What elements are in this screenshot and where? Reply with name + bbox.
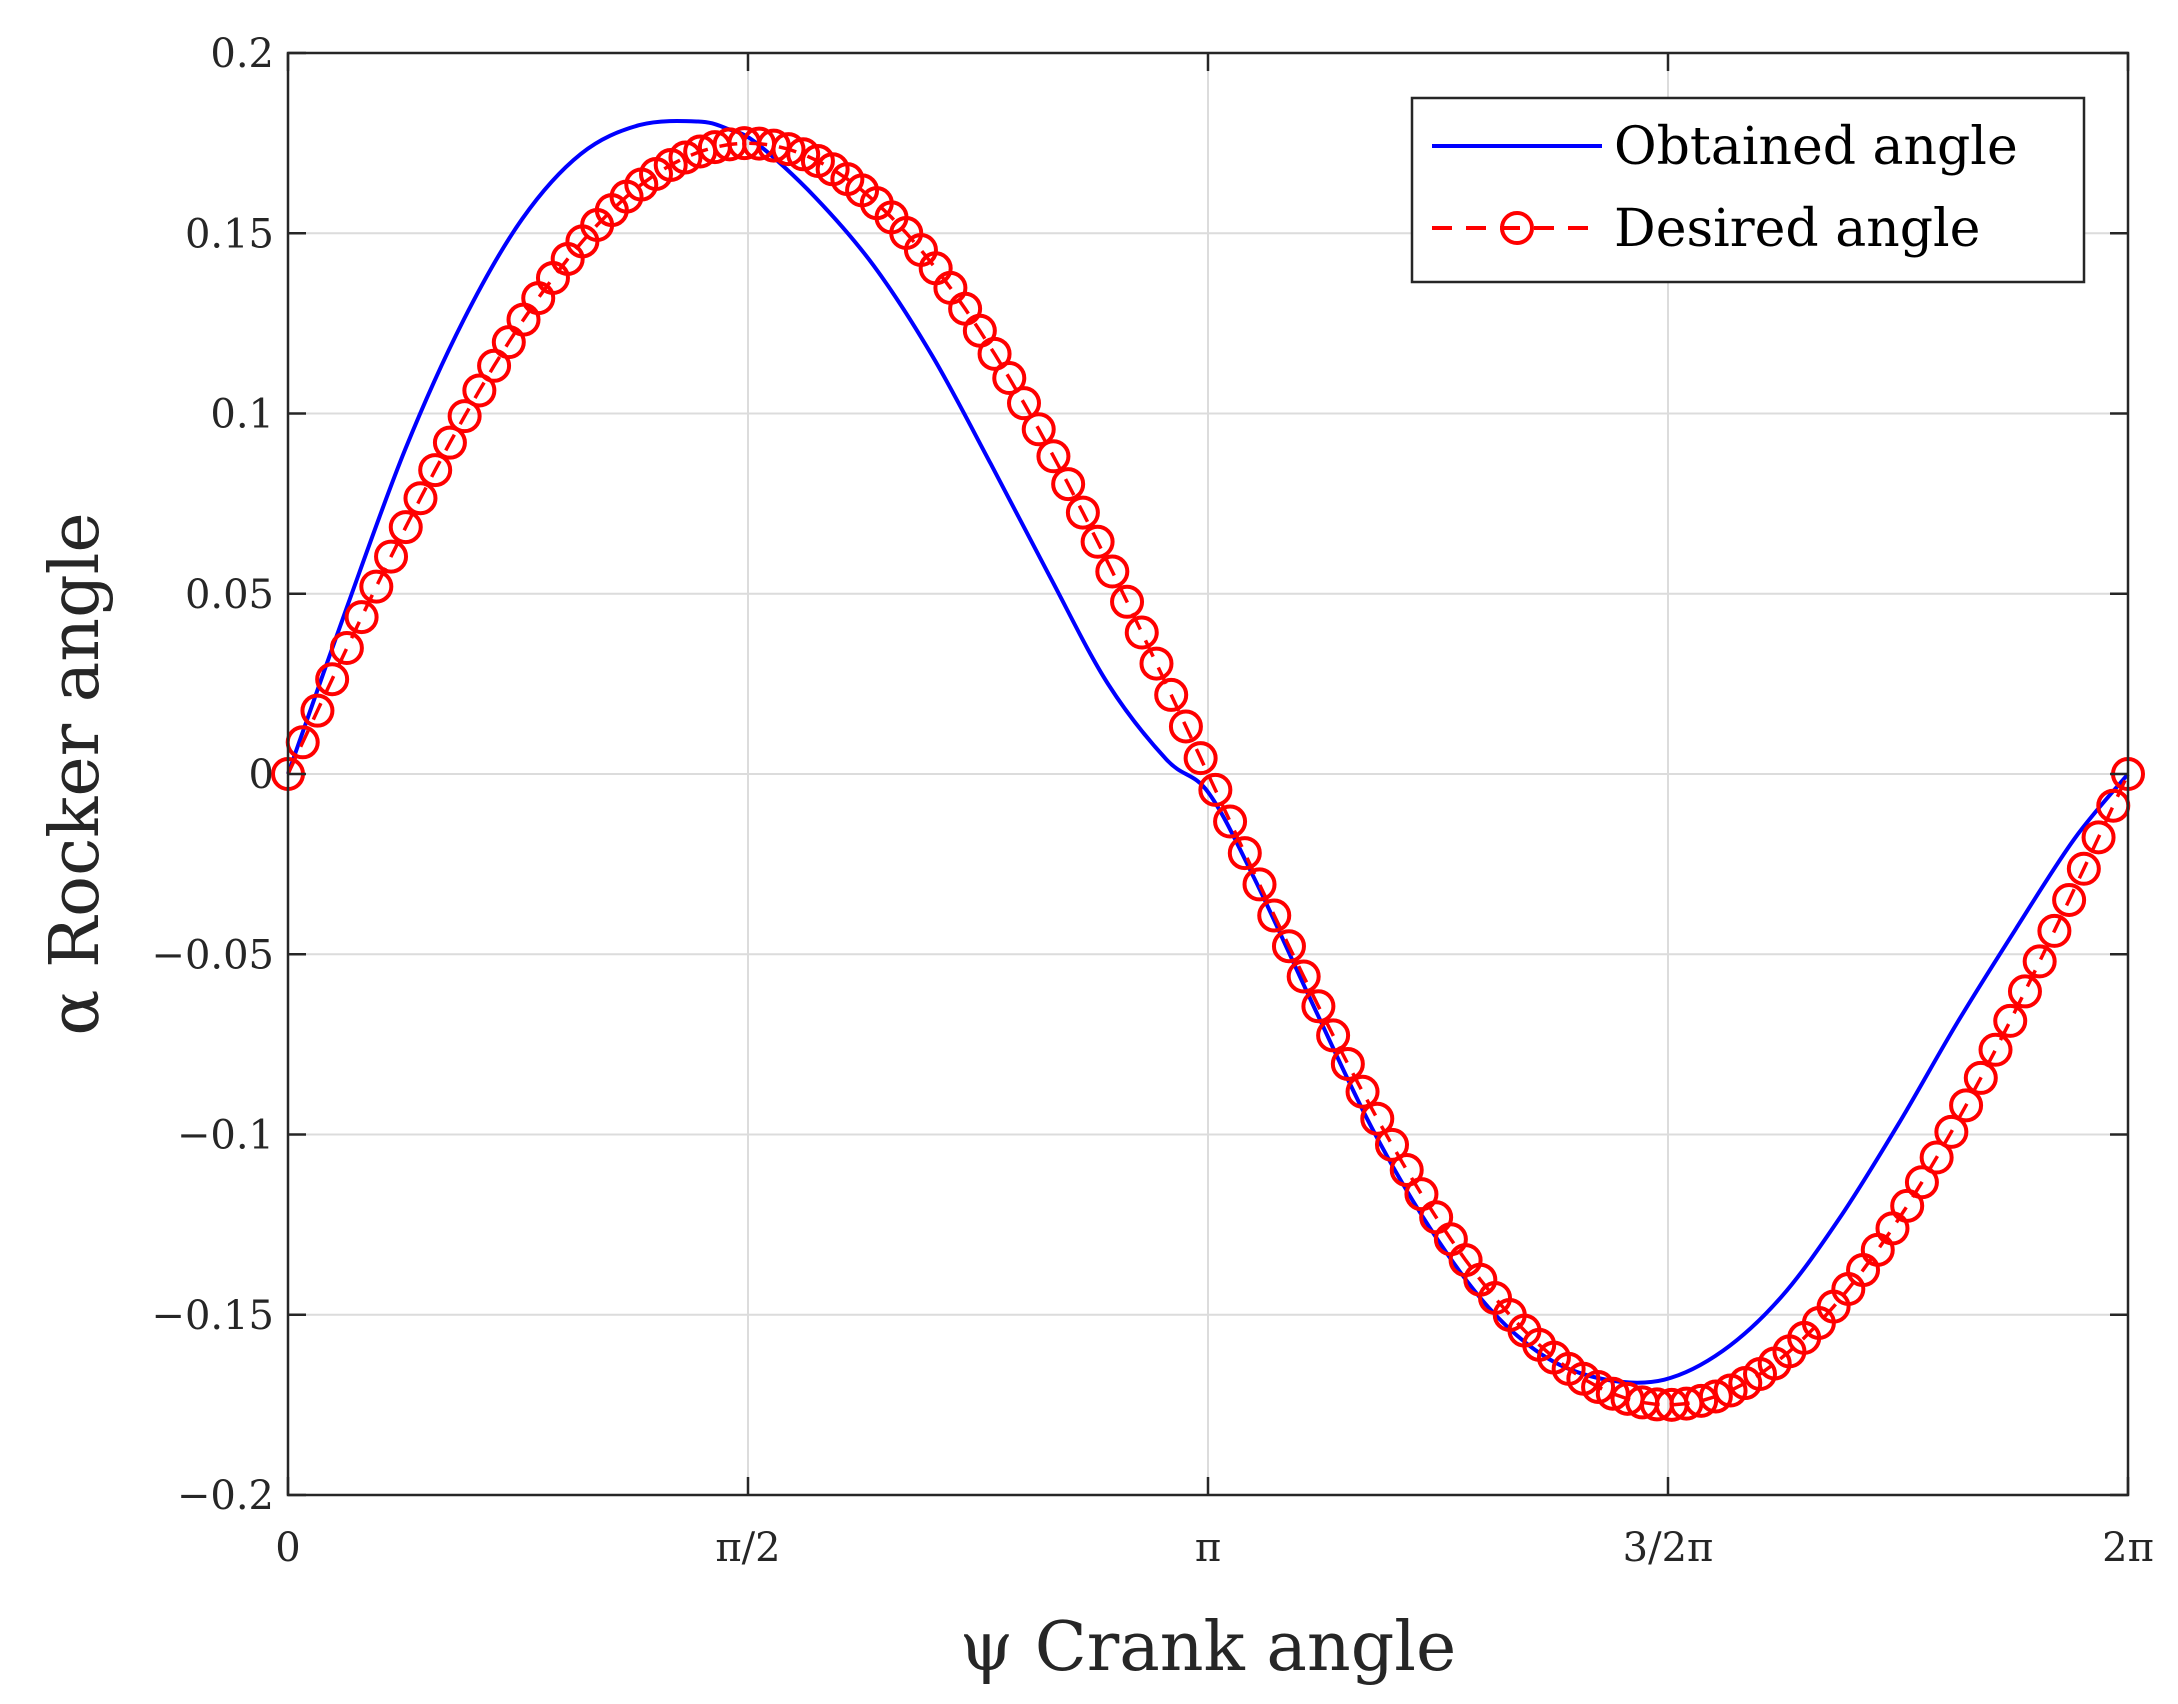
desired-angle-marker [1257, 898, 1292, 933]
desired-angle-marker [1198, 772, 1233, 807]
y-tick-label: 0.1 [210, 392, 274, 438]
desired-angle-marker [1007, 386, 1041, 421]
desired-angle-marker [462, 373, 497, 408]
desired-angle-marker [1890, 1188, 1925, 1223]
y-tick-label: −0.2 [177, 1473, 274, 1519]
x-tick-label: 0 [275, 1525, 300, 1571]
desired-angle-marker [418, 453, 453, 488]
desired-angle-marker [1301, 989, 1336, 1024]
desired-angle-marker [432, 425, 467, 460]
desired-angle-marker [1286, 959, 1321, 994]
legend-desired-label: Desired angle [1614, 199, 1980, 259]
desired-angle-marker [2007, 974, 2042, 1009]
desired-angle-marker [1698, 1379, 1733, 1414]
desired-angle-marker [1360, 1101, 1395, 1136]
desired-angle-marker [374, 539, 409, 574]
desired-angle-marker [403, 481, 438, 516]
desired-angle-marker [1949, 1088, 1984, 1123]
y-axis-label: α Rocker angle [36, 512, 115, 1035]
desired-angle-marker [1139, 646, 1174, 681]
desired-angle-marker [315, 662, 350, 697]
desired-angle-marker [1095, 554, 1130, 589]
legend: Obtained angle Desired angle [1410, 96, 2086, 284]
x-tick-label: π [1195, 1525, 1221, 1571]
y-tick-label: −0.15 [151, 1293, 274, 1339]
desired-angle-marker [1213, 804, 1248, 839]
desired-angle-marker [1345, 1074, 1380, 1109]
desired-angle-marker [1993, 1003, 2028, 1038]
x-tick-label: π/2 [715, 1525, 780, 1571]
desired-angle-marker [1154, 677, 1189, 712]
desired-angle-marker [1168, 709, 1203, 744]
desired-angle-marker [1934, 1114, 1969, 1149]
desired-angle-marker [1080, 524, 1115, 559]
desired-angle-marker [1330, 1046, 1365, 1081]
desired-angle-marker [2081, 820, 2116, 855]
desired-angle-marker [2037, 913, 2072, 948]
desired-angle-marker [2066, 851, 2101, 886]
y-tick-label: 0.05 [185, 572, 274, 618]
obtained-angle-line [286, 118, 2130, 1385]
desired-angle-marker [477, 348, 512, 383]
desired-angle-marker [329, 631, 364, 666]
tick-labels: 0 π/2 π 3/2π 2π 0.2 0.15 0.1 0.05 0 −0.05 −0.1 −0.15… [151, 31, 2153, 1571]
legend-box [1410, 96, 2086, 284]
desired-angle-marker [1919, 1140, 1954, 1175]
desired-angle-marker [668, 140, 703, 175]
desired-angle-marker [1242, 867, 1277, 902]
desired-angle-marker [1065, 495, 1100, 530]
desired-angle-marker [1021, 412, 1056, 447]
desired-angle-marker [1316, 1018, 1351, 1053]
desired-angle-marker [1904, 1165, 1939, 1200]
y-tick-label: 0.15 [185, 211, 274, 257]
desired-angle-marker [1375, 1127, 1409, 1162]
series-layer [271, 118, 2145, 1422]
desired-angle-marker [1036, 439, 1071, 474]
y-tick-label: −0.05 [151, 932, 274, 978]
legend-desired-marker [1500, 211, 1534, 245]
desired-angle-marker [359, 569, 394, 604]
desired-angle-marker [1110, 584, 1145, 619]
desired-angle-marker [300, 693, 335, 728]
desired-angle-marker [1978, 1032, 2013, 1067]
y-tick-label: 0 [249, 752, 274, 798]
desired-angle-marker [2022, 944, 2057, 979]
desired-angle-marker [447, 399, 482, 434]
desired-angle-marker [1124, 615, 1159, 650]
desired-angle-marker [344, 600, 379, 635]
desired-angle-marker [1227, 836, 1262, 871]
desired-angle-marker [1183, 741, 1218, 776]
desired-angle-marker [2052, 882, 2087, 917]
desired-angle-marker [992, 361, 1027, 396]
desired-angle-marker [1271, 929, 1306, 964]
ticks [286, 51, 2130, 1497]
desired-angle-marker [1684, 1383, 1719, 1418]
legend-obtained-label: Obtained angle [1614, 117, 2018, 177]
x-tick-label: 2π [2102, 1525, 2154, 1571]
desired-angle-marker [771, 132, 806, 167]
desired-angle-marker [1389, 1152, 1424, 1187]
y-tick-label: −0.1 [177, 1113, 274, 1159]
desired-angle-marker [388, 510, 423, 545]
y-tick-label: 0.2 [210, 31, 274, 77]
desired-angle-marker [1051, 467, 1086, 502]
x-axis-label: ψ Crank angle [960, 1608, 1457, 1687]
desired-angle-marker [1963, 1060, 1998, 1095]
x-tick-label: 3/2π [1623, 1525, 1714, 1571]
desired-angle-marker [977, 336, 1012, 371]
